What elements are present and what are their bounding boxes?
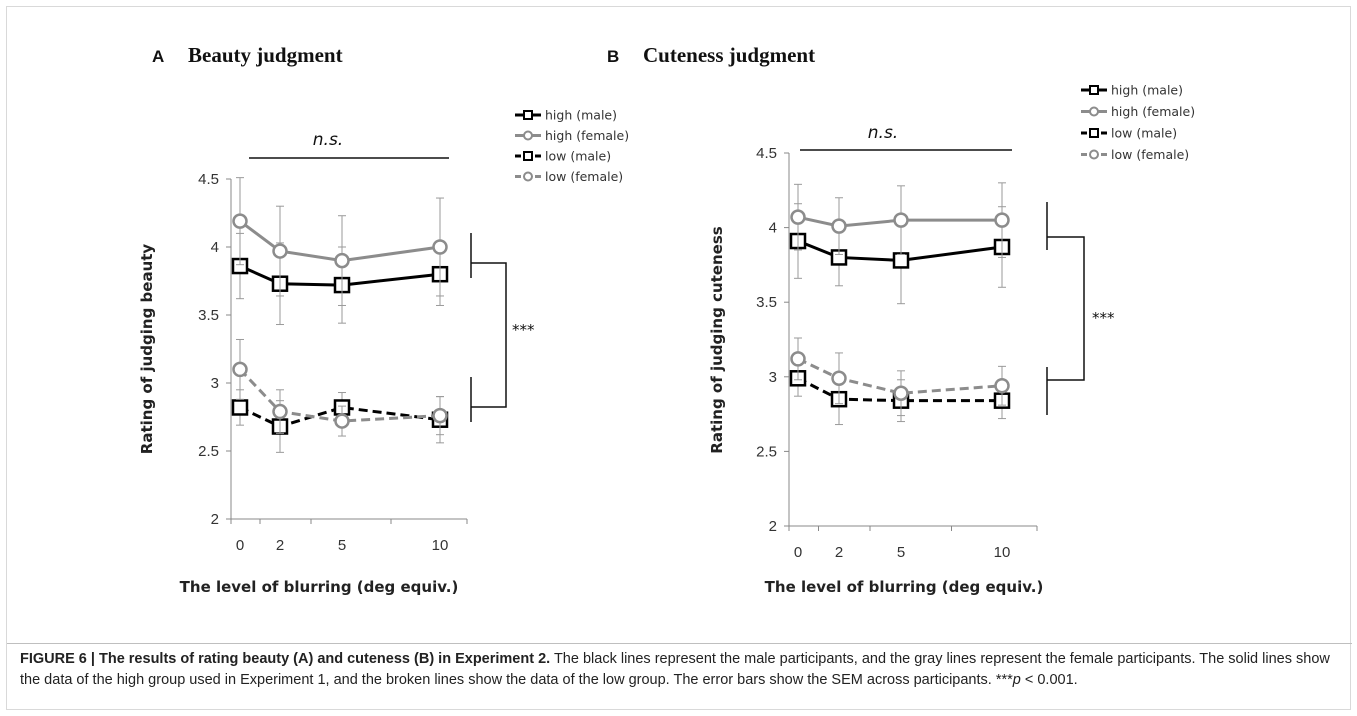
chart-title: Beauty judgment [188, 43, 343, 67]
y-tick-label: 4.5 [756, 145, 777, 162]
data-point [893, 212, 909, 228]
legend-marker [523, 171, 533, 182]
y-axis-label: Rating of judging beauty [138, 244, 156, 455]
x-tick-label: 0 [236, 537, 244, 554]
caption-p-tail: < 0.001. [1020, 672, 1078, 688]
series-high-female [790, 182, 1010, 258]
x-axis-label: The level of blurring (deg equiv.) [765, 578, 1044, 596]
sig-annotation: *** [1092, 309, 1115, 327]
legend-marker [523, 151, 533, 161]
data-point [232, 213, 248, 229]
data-point [432, 239, 448, 255]
series-line [797, 239, 1003, 262]
x-tick-label: 2 [276, 537, 284, 554]
y-tick-label: 2 [769, 518, 777, 535]
sig-bracket [1047, 236, 1085, 381]
x-tick-label: 10 [432, 537, 449, 554]
series-line [797, 376, 1002, 403]
series-line [797, 357, 1003, 395]
legend-marker [1089, 85, 1099, 95]
data-point [432, 407, 448, 424]
x-tick-label: 5 [338, 537, 346, 554]
legend-label: low (male) [1111, 126, 1177, 141]
ns-annotation: n.s. [868, 123, 898, 143]
legend-label: high (female) [1111, 104, 1195, 119]
sig-annotation: *** [512, 321, 535, 339]
y-tick-label: 2.5 [756, 443, 777, 460]
series-high-female [232, 177, 448, 306]
x-tick-label: 0 [794, 544, 802, 561]
legend-label: high (female) [545, 128, 629, 143]
panel-letter: A [152, 47, 164, 66]
data-point [232, 361, 248, 378]
legend-marker [523, 110, 533, 120]
data-point [893, 385, 909, 401]
x-tick-label: 2 [835, 544, 843, 561]
panel-letter: B [607, 47, 619, 66]
data-point [334, 252, 350, 269]
y-tick-label: 3 [769, 369, 777, 386]
data-point [892, 252, 910, 269]
caption-divider [7, 643, 1352, 644]
data-point [790, 209, 806, 225]
series-line [797, 215, 1002, 228]
legend-marker [1089, 106, 1099, 117]
series-low-female [790, 337, 1010, 417]
series-low-female [232, 338, 448, 437]
legend-marker [1089, 149, 1099, 160]
y-axis-label: Rating of judging cuteness [708, 226, 726, 453]
x-tick-label: 10 [994, 544, 1011, 561]
x-axis-label: The level of blurring (deg equiv.) [180, 578, 459, 596]
y-tick-label: 3 [211, 375, 219, 392]
data-point [831, 370, 847, 387]
x-tick-label: 5 [897, 544, 905, 561]
y-tick-label: 4 [211, 239, 219, 256]
series-line [239, 219, 441, 263]
y-tick-label: 4 [769, 220, 777, 237]
caption-body: The black lines represent the male parti… [20, 651, 1330, 688]
y-tick-label: 2 [211, 511, 219, 528]
legend: high (male) high (female) low (male) low (f… [515, 108, 629, 184]
legend-label: high (male) [545, 108, 617, 123]
y-tick-label: 2.5 [198, 443, 219, 460]
legend-label: high (male) [1111, 83, 1183, 98]
series-high-male [231, 232, 449, 326]
data-point [994, 212, 1010, 228]
data-point [994, 378, 1010, 394]
data-point [231, 399, 249, 416]
data-point [334, 413, 350, 429]
legend-label: low (male) [545, 149, 611, 164]
series-line [239, 264, 441, 287]
legend-label: low (female) [1111, 147, 1189, 162]
legend: high (male) high (female) low (male) low (f… [1081, 83, 1195, 162]
figure-caption: FIGURE 6 | The results of rating beauty … [20, 649, 1340, 691]
data-point [272, 243, 288, 259]
figure-frame: A Beauty judgment 2 2.5 3 3.5 4 4.5 0 2 5 10 The lev… [6, 6, 1352, 710]
legend-marker [523, 130, 533, 141]
caption-lead: FIGURE 6 | The results of rating beauty … [20, 651, 551, 667]
ns-annotation: n.s. [313, 130, 343, 150]
legend-label: low (female) [545, 169, 623, 184]
caption-p-symbol: p [1012, 672, 1021, 688]
data-point [790, 351, 806, 367]
y-tick-label: 3.5 [198, 307, 219, 324]
data-point [831, 218, 847, 234]
y-tick-label: 4.5 [198, 171, 219, 188]
chart-title: Cuteness judgment [643, 43, 815, 67]
sig-bracket [471, 262, 507, 408]
series-line [238, 368, 441, 423]
y-tick-label: 3.5 [756, 294, 777, 311]
legend-marker [1089, 128, 1099, 138]
data-point [272, 403, 288, 420]
